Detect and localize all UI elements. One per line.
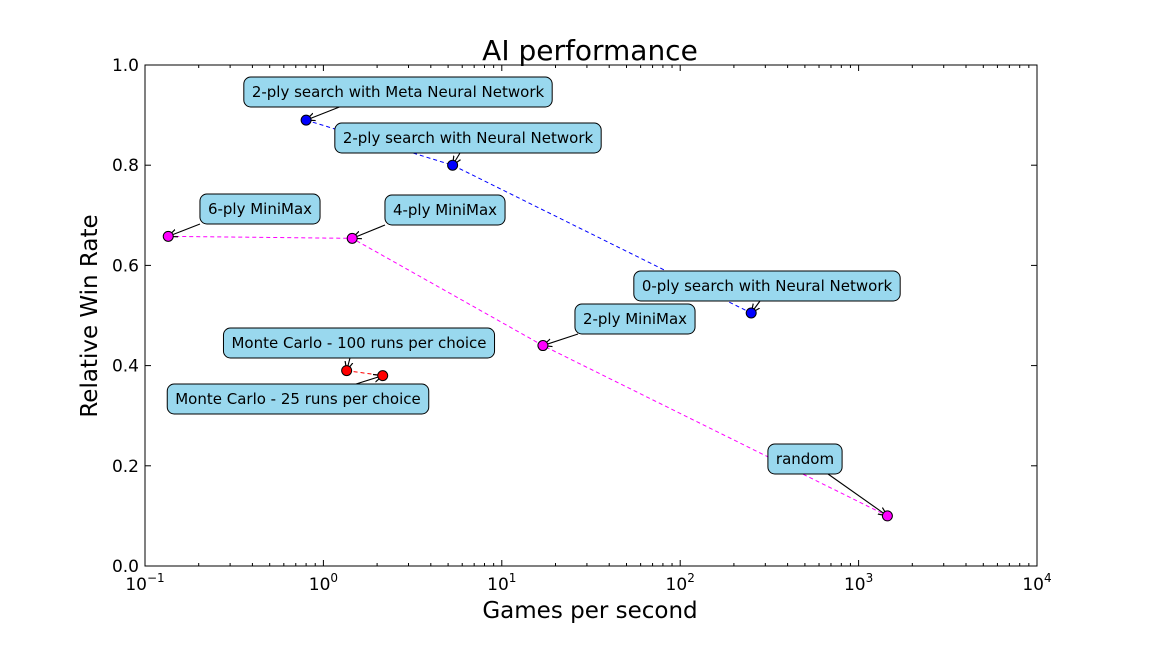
y-tick-label: 1.0 [112, 56, 139, 76]
annotation-label: Monte Carlo - 100 runs per choice [222, 327, 496, 359]
data-point [377, 370, 389, 382]
annotation-label: 2-ply search with Meta Neural Network [243, 76, 553, 108]
chart-title: AI performance [482, 34, 698, 67]
annotation-label: 2-ply search with Neural Network [334, 122, 602, 154]
annotation-arrow [352, 224, 386, 238]
data-point [537, 340, 549, 352]
annotation-text: 6-ply MiniMax [208, 200, 312, 218]
annotation-text: 2-ply search with Meta Neural Network [252, 83, 545, 101]
annotation-text: 0-ply search with Neural Network [642, 277, 893, 295]
axis-ticks: 0.0 0.2 0.4 0.6 0.8 1.0 10−1 100 101 102 103 104 [112, 56, 1052, 595]
annotation-text: Monte Carlo - 100 runs per choice [231, 334, 486, 352]
annotation-text: random [776, 450, 834, 468]
annotation-box [334, 122, 602, 154]
annotation-box [633, 270, 901, 302]
annotation-label: 0-ply search with Neural Network [633, 270, 901, 302]
y-tick-label: 0.6 [112, 256, 139, 276]
annotation-box [574, 303, 696, 335]
y-axis-label: Relative Win Rate [77, 214, 103, 417]
x-tick-label: 104 [1022, 571, 1051, 595]
data-point [300, 114, 312, 126]
annotations: 2-ply search with Meta Neural Network 2-p… [166, 76, 901, 475]
annotation-arrows [168, 105, 887, 516]
data-point [346, 232, 358, 244]
x-tick-label: 101 [487, 571, 516, 595]
annotation-arrow [306, 105, 343, 120]
data-point [341, 365, 353, 377]
annotation-box [199, 193, 321, 225]
annotation-arrow [168, 223, 201, 236]
annotation-label: Monte Carlo - 25 runs per choice [166, 383, 430, 415]
annotation-box [384, 194, 506, 226]
data-point [447, 159, 459, 171]
annotation-text: 2-ply search with Neural Network [343, 129, 594, 147]
x-tick-label: 10−1 [125, 571, 164, 595]
annotation-label: 6-ply MiniMax [199, 193, 321, 225]
x-tick-label: 100 [309, 571, 338, 595]
annotation-arrow [827, 473, 887, 516]
y-tick-label: 0.0 [112, 557, 139, 577]
annotation-text: Monte Carlo - 25 runs per choice [175, 390, 421, 408]
data-point [881, 510, 893, 522]
y-tick-label: 0.2 [112, 457, 139, 477]
annotation-label: random [767, 443, 843, 475]
x-tick-label: 103 [844, 571, 873, 595]
data-point [745, 307, 757, 319]
data-points [162, 114, 893, 522]
annotation-arrow [543, 333, 579, 346]
x-axis-label: Games per second [482, 598, 697, 624]
x-tick-label: 102 [666, 571, 695, 595]
annotation-text: 2-ply MiniMax [583, 310, 687, 328]
annotation-box [243, 76, 553, 108]
annotation-box [767, 443, 843, 475]
y-tick-label: 0.4 [112, 357, 139, 377]
data-point [162, 230, 174, 242]
series-line [168, 235, 888, 517]
annotation-label: 4-ply MiniMax [384, 194, 506, 226]
annotation-box [166, 383, 430, 415]
plot-area [144, 64, 1038, 567]
y-tick-label: 0.8 [112, 156, 139, 176]
plot-frame [144, 64, 1038, 567]
annotation-text: 4-ply MiniMax [393, 201, 497, 219]
annotation-box [222, 327, 496, 359]
annotation-label: 2-ply MiniMax [574, 303, 696, 335]
